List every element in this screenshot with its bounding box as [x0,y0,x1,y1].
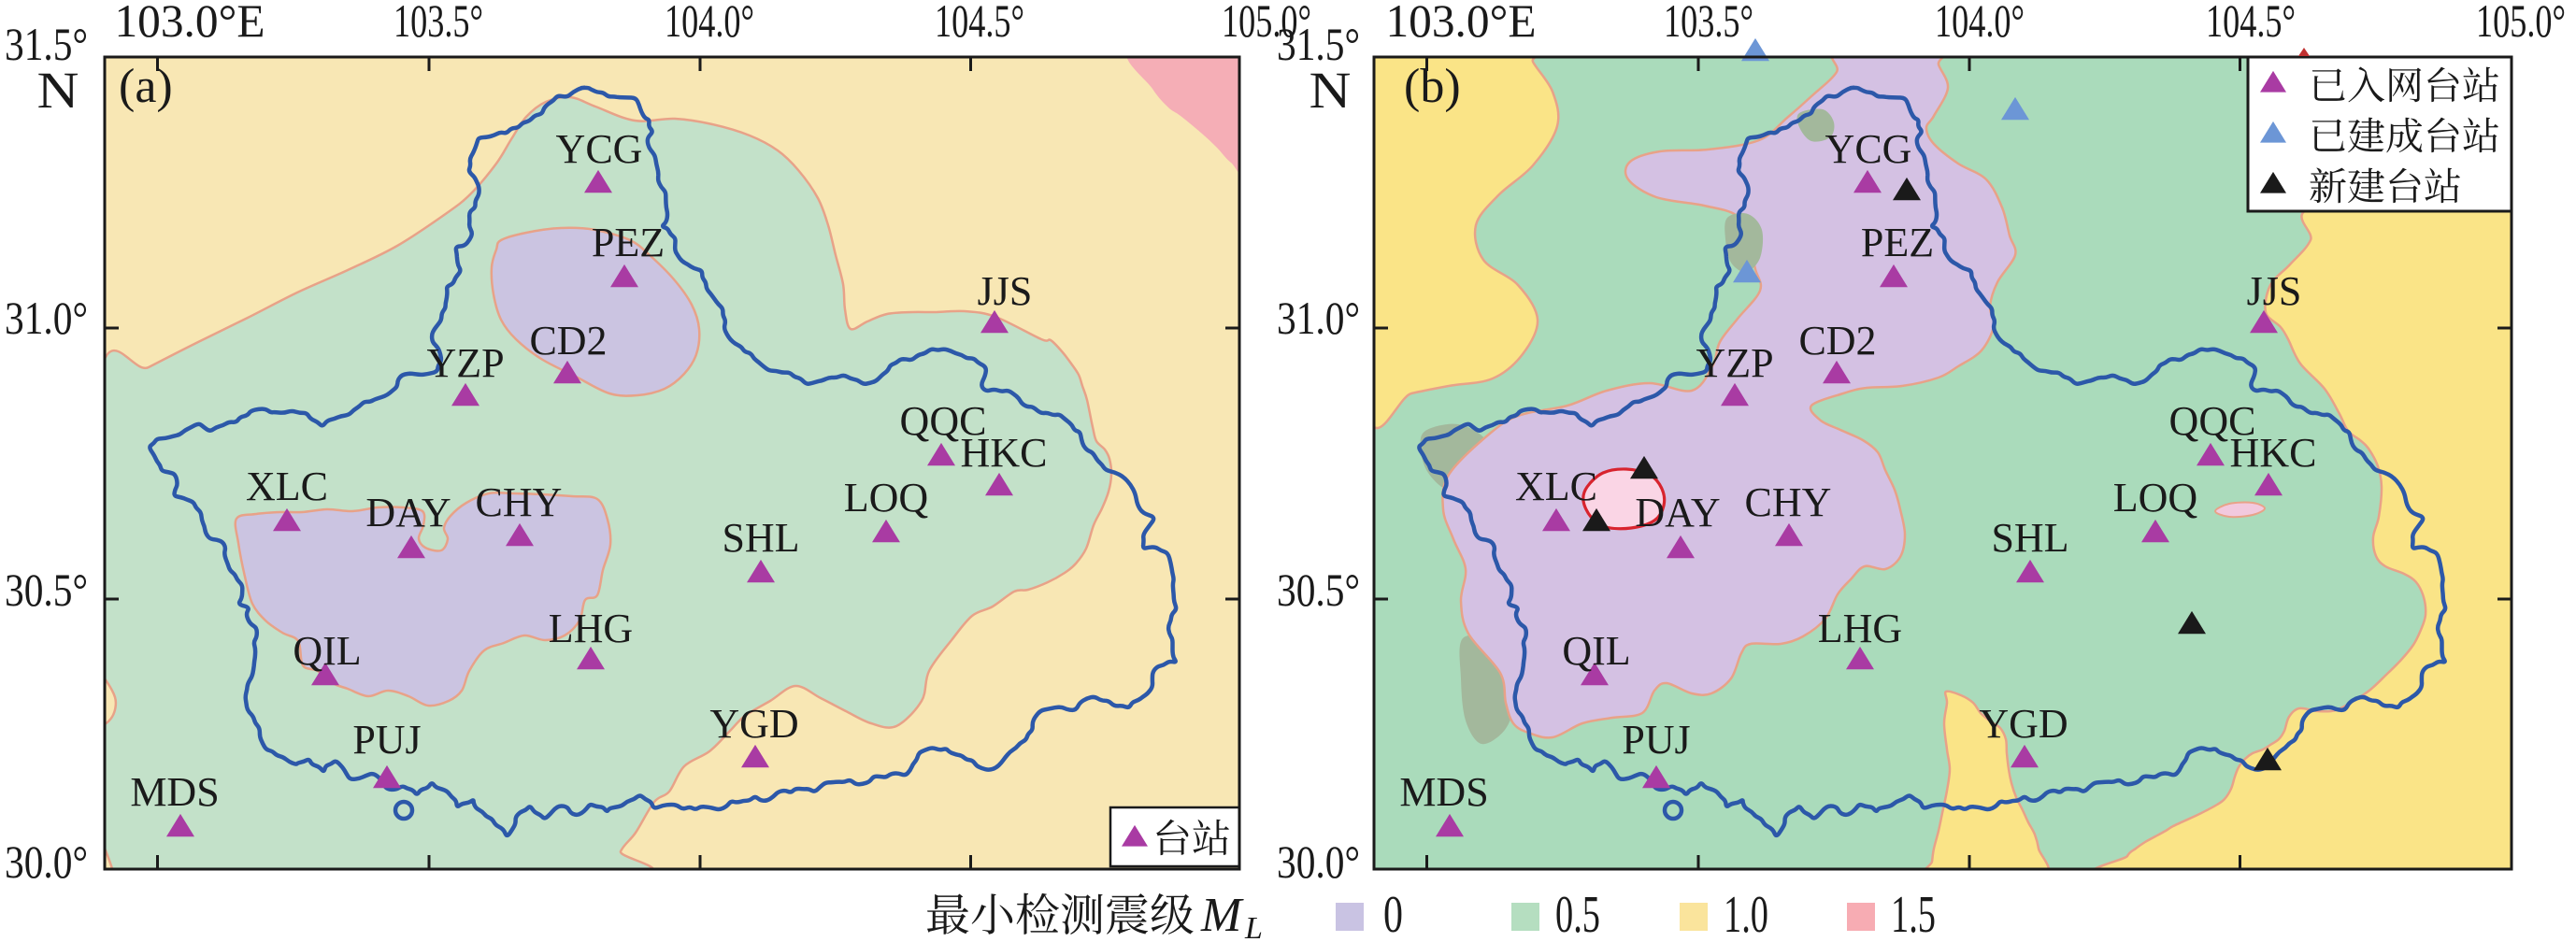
svg-text:105.0°: 105.0° [2476,0,2566,47]
svg-text:104.0°: 104.0° [665,0,754,47]
svg-text:31.0°: 31.0° [1277,292,1360,344]
svg-text:DAY: DAY [365,490,451,535]
svg-text:103.0°E: 103.0°E [115,0,265,47]
svg-text:XLC: XLC [1515,464,1597,509]
svg-text:104.5°: 104.5° [2206,0,2296,47]
svg-text:L: L [1244,911,1263,942]
svg-text:LOQ: LOQ [2113,475,2198,521]
svg-text:MDS: MDS [1399,769,1488,815]
svg-text:104.5°: 104.5° [935,0,1024,47]
svg-text:CD2: CD2 [1798,318,1876,364]
svg-text:PEZ: PEZ [1861,220,1934,265]
svg-text:HKC: HKC [2230,430,2317,476]
svg-text:YCG: YCG [556,126,643,172]
svg-text:LHG: LHG [549,606,633,651]
svg-text:31.5°: 31.5° [5,18,88,70]
svg-text:104.0°: 104.0° [1935,0,2025,47]
svg-text:105.0°: 105.0° [1222,0,1311,47]
svg-text:0.5: 0.5 [1555,886,1600,942]
svg-text:PUJ: PUJ [1622,717,1690,763]
svg-text:SHL: SHL [722,515,799,561]
svg-text:103.5°: 103.5° [394,0,483,47]
svg-text:0: 0 [1383,886,1403,942]
svg-text:30.5°: 30.5° [5,564,88,616]
svg-text:CD2: CD2 [529,318,607,364]
svg-text:1.0: 1.0 [1724,886,1768,942]
svg-text:SHL: SHL [1991,515,2068,561]
svg-text:30.0°: 30.0° [1277,835,1360,888]
svg-text:31.0°: 31.0° [5,292,88,344]
svg-text:QIL: QIL [293,628,361,674]
svg-text:M: M [1200,889,1244,942]
svg-text:31.5°: 31.5° [1277,18,1360,70]
svg-text:YZP: YZP [1696,340,1773,386]
svg-text:LOQ: LOQ [844,475,929,521]
svg-text:HKC: HKC [961,430,1048,476]
svg-text:LHG: LHG [1818,606,1902,651]
svg-text:JJS: JJS [2247,268,2302,314]
svg-text:YGD: YGD [1979,701,2068,747]
svg-text:XLC: XLC [246,464,328,509]
svg-text:QQC: QQC [900,398,987,444]
svg-text:103.5°: 103.5° [1664,0,1753,47]
svg-text:YZP: YZP [426,340,504,386]
svg-text:(b): (b) [1404,60,1461,113]
svg-text:PEZ: PEZ [592,220,665,265]
svg-text:MDS: MDS [130,769,219,815]
svg-text:QIL: QIL [1562,628,1630,674]
svg-text:CHY: CHY [1745,479,1832,525]
svg-text:1.5: 1.5 [1891,886,1936,942]
svg-text:YCG: YCG [1825,126,1912,172]
svg-text:30.5°: 30.5° [1277,564,1360,616]
svg-text:CHY: CHY [476,479,563,525]
svg-text:JJS: JJS [978,268,1033,314]
svg-text:DAY: DAY [1635,490,1720,535]
svg-text:103.0°E: 103.0°E [1386,0,1537,47]
svg-text:QQC: QQC [2169,398,2256,444]
svg-text:30.0°: 30.0° [5,835,88,888]
svg-text:PUJ: PUJ [352,717,421,763]
svg-text:(a): (a) [119,60,173,113]
svg-text:N: N [37,62,79,119]
svg-text:N: N [1309,62,1352,119]
svg-text:YGD: YGD [709,701,798,747]
